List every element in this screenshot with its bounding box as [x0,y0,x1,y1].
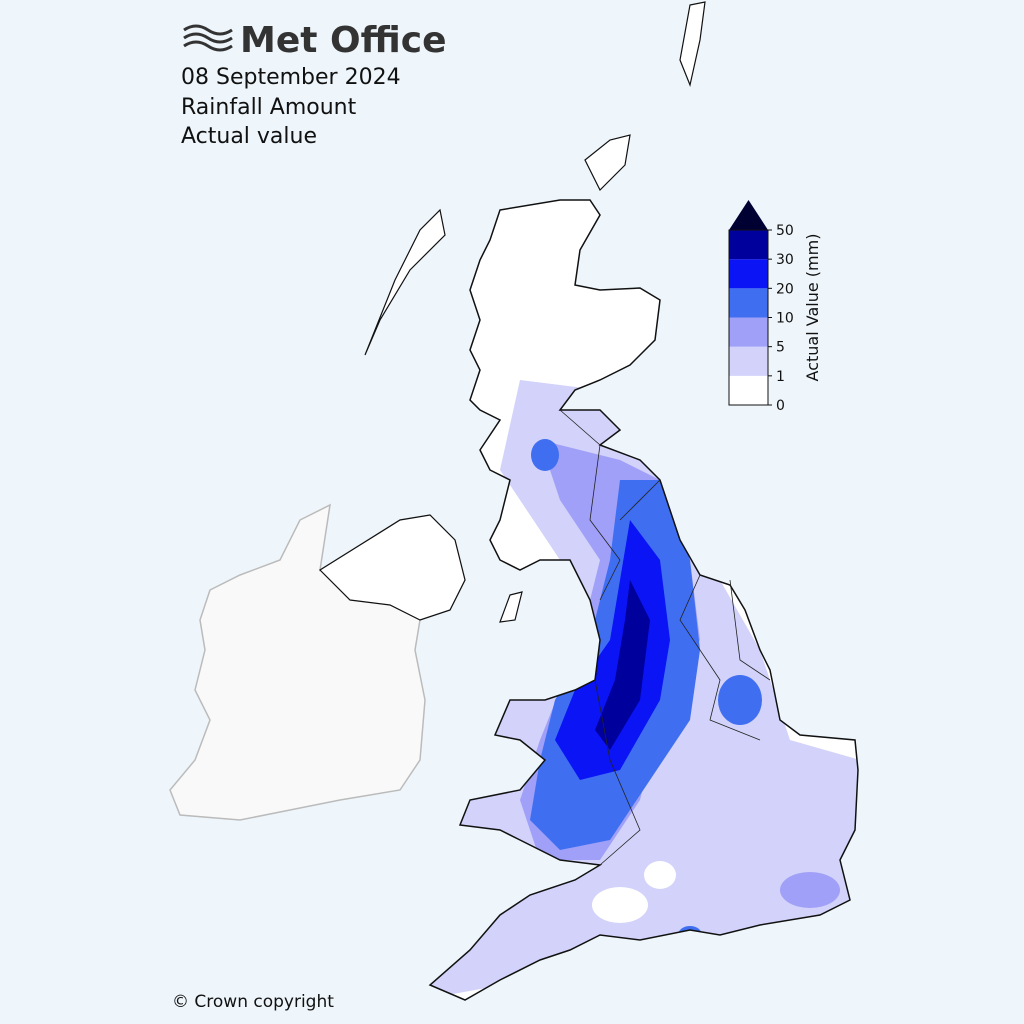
colorbar-band [729,346,768,376]
title: Rainfall Amount [181,95,357,120]
colorbar-tick-label: 30 [776,252,794,268]
colorbar-extend [729,200,768,230]
colorbar-tick-label: 20 [776,281,794,297]
subtitle: Actual value [181,124,317,149]
date: 08 September 2024 [181,65,401,90]
colorbar-band [729,317,768,347]
colorbar-band [729,288,768,318]
copyright: © Crown copyright [172,992,334,1012]
colorbar-tick-label: 1 [776,369,785,385]
colorbar-tick-label: 0 [776,398,785,414]
colorbar-label: Actual Value (mm) [803,234,822,382]
brand: Met Office [240,20,447,61]
colorbar-band [729,230,768,260]
colorbar-tick-label: 10 [776,311,794,327]
region-borders [559,409,771,866]
colorbar-band [729,259,768,289]
shetland [679,1,706,88]
orkney [584,134,631,192]
great-britain [428,199,859,1001]
logo [183,24,233,52]
colorbar-band [729,375,768,405]
outer-hebrides [364,208,446,356]
colorbar-tick-label: 5 [776,340,785,356]
isle-of-man [499,591,523,623]
colorbar-tick-label: 50 [776,223,794,239]
northern-ireland [319,514,466,621]
colorbar: 0 1 5 10 20 30 50 Actual Value (mm) [728,200,822,414]
